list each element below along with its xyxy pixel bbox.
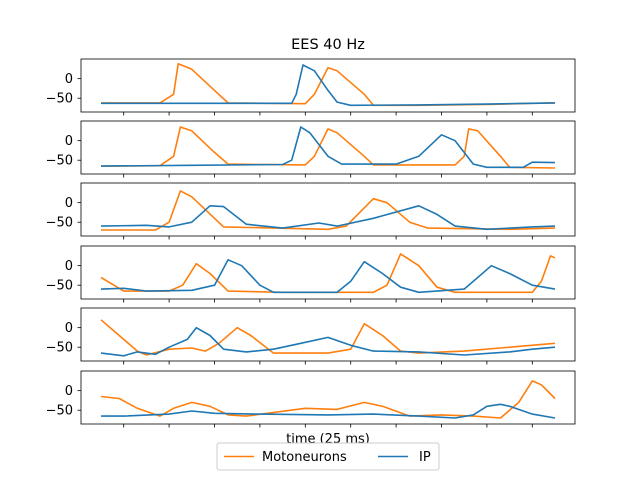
panel-5: 0−50 [46, 307, 576, 365]
panel-frame [80, 307, 576, 362]
series-line-motoneurons-panel-6 [100, 380, 556, 419]
panel-frame [80, 120, 576, 175]
y-tick-label: 0 [65, 321, 73, 336]
series-line-ip-panel-2 [100, 126, 556, 169]
y-tick-label: −50 [46, 341, 73, 356]
legend-label-ip: IP [419, 450, 431, 465]
chart-title: EES 40 Hz [291, 37, 365, 53]
panel-2: 0−50 [46, 120, 576, 178]
panel-4: 0−50 [46, 245, 576, 303]
series-line-motoneurons-panel-1 [101, 63, 556, 107]
panel-1: 0−50 [46, 58, 576, 116]
y-tick-label: 0 [65, 134, 73, 149]
y-tick-label: 0 [65, 259, 73, 274]
series-line-ip-panel-5 [100, 326, 556, 357]
panel-frame [80, 58, 576, 113]
chart-panels: 0−500−500−500−500−500−50 [46, 58, 576, 428]
series-line-ip-panel-6 [101, 403, 556, 419]
y-tick-label: −50 [46, 92, 73, 107]
chart-legend: Motoneurons IP [216, 442, 440, 471]
legend-frame [216, 442, 440, 471]
panel-frame [80, 370, 576, 425]
series-line-ip-panel-4 [100, 259, 556, 294]
series-line-motoneurons-panel-4 [100, 253, 556, 294]
panel-6: 0−50 [46, 370, 576, 428]
y-tick-label: 0 [65, 196, 73, 211]
panel-frame [80, 245, 576, 300]
series-line-ip-panel-1 [101, 64, 556, 107]
y-tick-label: −50 [46, 404, 73, 419]
series-line-ip-panel-3 [100, 205, 556, 231]
y-tick-label: 0 [65, 72, 73, 87]
series-line-motoneurons-panel-3 [101, 190, 556, 231]
panel-3: 0−50 [46, 182, 576, 240]
y-tick-label: 0 [65, 384, 73, 399]
legend-label-motoneurons: Motoneurons [262, 450, 347, 465]
y-tick-label: −50 [46, 279, 73, 294]
panel-frame [80, 182, 576, 237]
y-tick-label: −50 [46, 154, 73, 169]
y-tick-label: −50 [46, 216, 73, 231]
series-line-motoneurons-panel-2 [100, 126, 556, 169]
